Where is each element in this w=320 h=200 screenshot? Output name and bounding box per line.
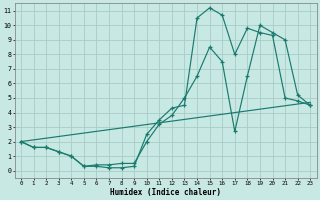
X-axis label: Humidex (Indice chaleur): Humidex (Indice chaleur) xyxy=(110,188,221,197)
